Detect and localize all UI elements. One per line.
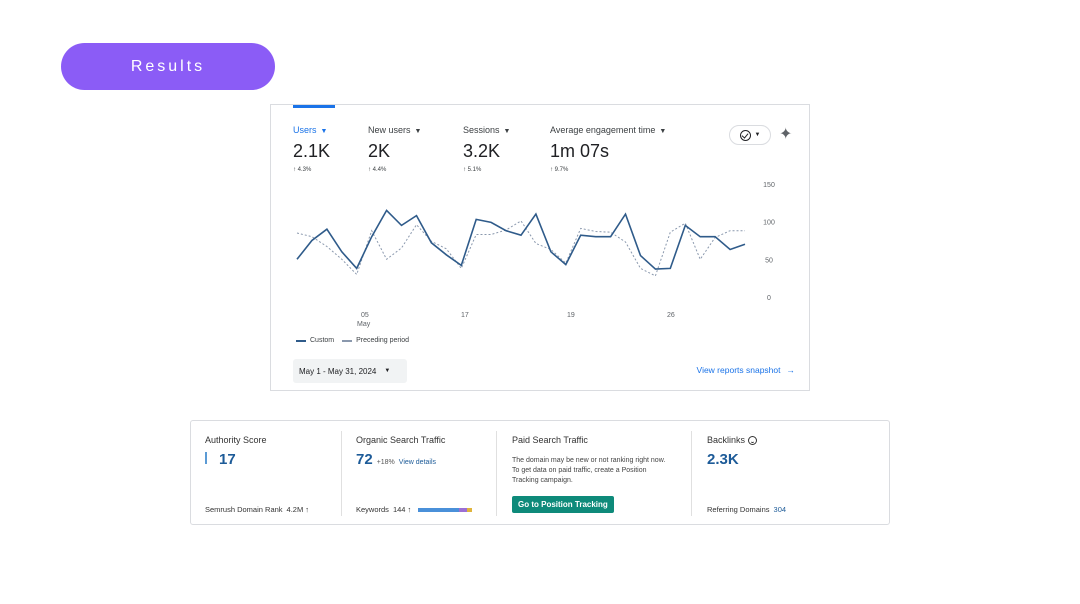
keyword-distribution-bar (418, 507, 473, 512)
legend-label: Preceding period (356, 337, 410, 344)
x-tick-label: 17 (461, 312, 469, 319)
series-line-custom (296, 209, 746, 270)
check-circle-icon (739, 129, 751, 141)
x-month-label: May (357, 321, 371, 328)
analytics-card: Users ▼ 2.1K ↑ 4.3% New users ▼ 2K ↑ 4.4% … (270, 104, 810, 391)
date-range-selector[interactable]: May 1 - May 31, 2024 ▼ (293, 359, 407, 383)
legend-swatch (342, 339, 353, 342)
backlinks-value: 2.3K (707, 451, 739, 468)
caret-down-icon: ▼ (754, 132, 761, 138)
domain-rank: Semrush Domain Rank 4.2M ↑ (205, 505, 310, 514)
widget-title: Authority Score (205, 435, 267, 445)
widget-title: Organic Search Traffic (356, 435, 446, 445)
compare-status-dropdown[interactable]: ▼ (729, 125, 771, 145)
metric-users[interactable]: Users ▼ 2.1K ↑ 4.3% (293, 125, 330, 173)
legend-swatch (296, 339, 306, 342)
widget-title: Backlinks (707, 435, 758, 445)
legend-item-custom: Custom (296, 337, 334, 344)
metric-change: ↑ 4.4% (368, 167, 387, 173)
keyword-bar-segment (466, 507, 473, 512)
metric-label: Users ▼ (293, 125, 328, 135)
smile-icon (748, 435, 758, 445)
series-line-preceding-period (296, 220, 745, 277)
active-tab-indicator (293, 105, 335, 108)
widget-title: Paid Search Traffic (512, 435, 588, 445)
metric-label: Sessions ▼ (463, 125, 511, 135)
caret-down-icon: ▼ (659, 128, 667, 135)
metric-engagement-time[interactable]: Average engagement time ▼ 1m 07s ↑ 9.7% (550, 125, 666, 173)
caret-down-icon: ▼ (503, 128, 511, 135)
metric-value: 2.1K (293, 141, 331, 161)
go-to-position-tracking-button[interactable]: Go to Position Tracking (512, 496, 614, 513)
view-reports-snapshot-link[interactable]: View reports snapshot → (697, 365, 795, 375)
semrush-overview-card: Authority Score 17 Semrush Domain Rank 4.… (190, 420, 890, 525)
x-tick-label: 05 (361, 312, 369, 319)
divider (496, 431, 497, 516)
referring-domains: Referring Domains 304 (707, 505, 787, 514)
metric-new-users[interactable]: New users ▼ 2K ↑ 4.4% (368, 125, 421, 173)
authority-score-value: 17 (205, 451, 236, 468)
metric-change: ↑ 4.3% (293, 167, 312, 173)
keyword-bar-segment (458, 507, 467, 512)
y-tick-label: 100 (763, 220, 775, 227)
keyword-bar-segment (418, 507, 443, 512)
users-line-chart: 0 50 100 150 05 17 19 26 May (296, 182, 775, 328)
caret-down-icon: ▼ (384, 368, 391, 374)
metric-value: 2K (368, 141, 391, 161)
metric-value: 3.2K (463, 141, 501, 161)
metric-label: New users ▼ (368, 125, 422, 135)
legend-label: Custom (310, 337, 335, 344)
divider (341, 431, 342, 516)
score-bar-icon (205, 452, 207, 464)
date-range-label: May 1 - May 31, 2024 (299, 366, 377, 376)
metric-sessions[interactable]: Sessions ▼ 3.2K ↑ 5.1% (463, 125, 510, 173)
x-tick-label: 19 (567, 312, 575, 319)
keyword-bar-segment (442, 507, 459, 512)
results-badge: Results (61, 43, 275, 90)
paid-traffic-description: The domain may be new or not ranking rig… (512, 457, 666, 484)
keywords-count: Keywords 144 ↑ (356, 505, 473, 514)
metric-change: ↑ 5.1% (463, 167, 482, 173)
x-tick-label: 26 (667, 312, 675, 319)
legend-item-preceding: Preceding period (342, 337, 409, 344)
caret-down-icon: ▼ (414, 128, 422, 135)
sparkle-icon[interactable]: ✦ (779, 126, 793, 143)
y-tick-label: 50 (765, 257, 773, 264)
y-tick-label: 0 (767, 295, 771, 302)
chart-legend: Custom Preceding period (296, 337, 409, 344)
arrow-right-icon: → (786, 365, 796, 375)
metric-label: Average engagement time ▼ (550, 125, 667, 135)
view-details-link[interactable]: View details (398, 459, 437, 466)
organic-traffic-value: 72 +18% View details (356, 451, 437, 468)
caret-down-icon: ▼ (320, 128, 328, 135)
divider (691, 431, 692, 516)
metric-value: 1m 07s (550, 141, 610, 161)
link-label: View reports snapshot (696, 365, 781, 375)
y-tick-label: 150 (763, 182, 775, 189)
organic-change: +18% (376, 459, 395, 466)
metric-change: ↑ 9.7% (550, 167, 569, 173)
